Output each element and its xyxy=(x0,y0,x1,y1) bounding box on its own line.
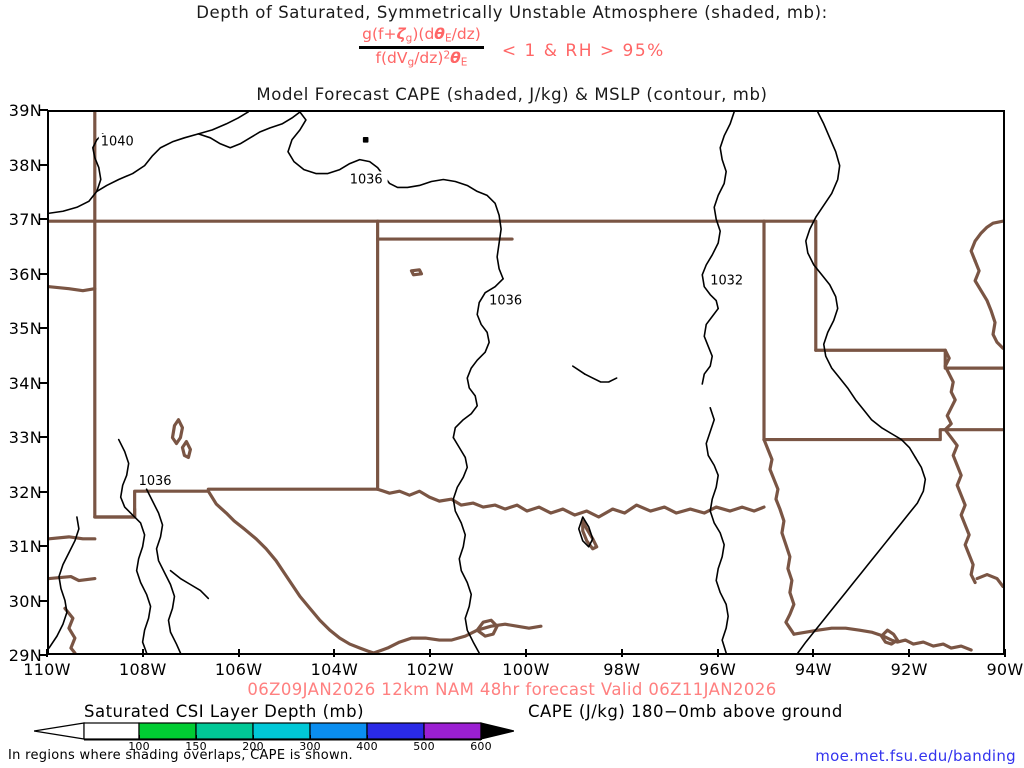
lon-tick-label: 94W xyxy=(794,660,832,679)
lat-tick-label: 31N xyxy=(8,537,42,556)
lon-tick-mark xyxy=(333,649,336,657)
lat-tick-label: 38N xyxy=(8,155,42,175)
lon-tick-mark xyxy=(812,649,815,657)
colorbar-svg xyxy=(34,722,514,741)
page-subtitle: Model Forecast CAPE (shaded, J/kg) & MSL… xyxy=(256,85,768,104)
lat-tick-label: 32N xyxy=(8,482,42,502)
colorbar-tick-mark xyxy=(423,735,425,740)
color-scale-legend[interactable]: 100 150 200 300 400 500 600 xyxy=(34,721,514,755)
colorbar-tick-label: 400 xyxy=(356,740,378,753)
contour-label-1040: 1040 xyxy=(101,135,134,150)
lat-tick-label: 35N xyxy=(8,319,42,338)
title-block: Depth of Saturated, Symmetrically Unstab… xyxy=(0,0,1024,108)
colorbar-bins xyxy=(83,722,482,740)
contour-labels: 1040 1036 1036 1036 1032 xyxy=(98,133,749,489)
legend-csi-title: Saturated CSI Layer Depth (mb) xyxy=(84,702,365,721)
page-title: Depth of Saturated, Symmetrically Unstab… xyxy=(196,3,828,22)
lon-tick-label: 104W xyxy=(310,660,359,679)
lon-tick-mark xyxy=(620,649,623,657)
lon-tick-label: 102W xyxy=(406,660,454,679)
lat-tick-label: 36N xyxy=(8,264,42,284)
colorbar-overflow-arrow xyxy=(480,722,514,740)
lon-tick-label: 106W xyxy=(214,660,263,679)
lon-tick-label: 96W xyxy=(699,660,737,679)
lat-tick-label: 33N xyxy=(8,428,42,447)
overlap-note: In regions where shading overlaps, CAPE … xyxy=(8,748,353,763)
contour-label-1036-b: 1036 xyxy=(489,294,522,309)
colorbar-tick-mark xyxy=(480,735,482,740)
contour-label-1032: 1032 xyxy=(710,274,743,289)
contour-label-1036-c: 1036 xyxy=(139,474,172,489)
lon-tick-mark xyxy=(46,649,48,657)
colorbar-tick-label: 500 xyxy=(413,740,435,753)
lat-tick-label: 37N xyxy=(8,210,42,229)
formula-block: g(f+ζg)(dθE/dz) f(dVg/dz)2θE < 1 & RH > … xyxy=(0,26,1024,68)
lon-tick-mark xyxy=(525,649,527,657)
formula-denominator: f(dVg/dz)2θE xyxy=(375,48,468,69)
lon-tick-mark xyxy=(716,649,719,657)
lon-tick-label: 98W xyxy=(603,660,641,679)
legend-cape-title: CAPE (J/kg) 180−0mb above ground xyxy=(528,702,843,721)
colorbar-tick-label: 100 xyxy=(128,740,150,753)
colorbar-tick-label: 300 xyxy=(299,740,321,753)
lat-tick-label: 30N xyxy=(8,591,42,611)
colorbar-tick-mark xyxy=(252,735,254,740)
lon-tick-mark xyxy=(141,649,144,657)
lat-tick-label: 34N xyxy=(8,373,42,393)
contour-label-1036-a: 1036 xyxy=(350,172,383,187)
legend-titles: Saturated CSI Layer Depth (mb) CAPE (J/k… xyxy=(0,702,1024,722)
colorbar-tick-mark xyxy=(366,735,368,740)
formula-condition: < 1 & RH > 95% xyxy=(501,41,665,62)
formula-fraction: g(f+ζg)(dθE/dz) f(dVg/dz)2θE xyxy=(359,26,484,68)
site-url-link[interactable]: moe.met.fsu.edu/banding xyxy=(815,747,1016,765)
map-canvas: 1040 1036 1036 1036 1032 xyxy=(49,112,1003,653)
lon-tick-label: 100W xyxy=(502,660,550,679)
lon-tick-label: 90W xyxy=(986,660,1024,679)
lon-tick-mark xyxy=(1004,649,1006,657)
forecast-validity-text: 06Z09JAN2026 12km NAM 48hr forecast Vali… xyxy=(247,680,777,699)
lon-tick-label: 92W xyxy=(890,660,928,679)
formula-divider xyxy=(359,45,484,49)
lon-tick-mark xyxy=(908,649,911,657)
lon-tick-mark xyxy=(429,649,432,657)
lon-tick-mark xyxy=(237,649,240,657)
colorbar-tick-mark xyxy=(138,735,140,740)
colorbar-underflow-arrow xyxy=(34,722,85,740)
colorbar-tick-label: 150 xyxy=(185,740,207,753)
lon-tick-label: 108W xyxy=(119,660,167,679)
forecast-map[interactable]: 1040 1036 1036 1036 1032 xyxy=(47,110,1005,655)
formula-numerator: g(f+ζg)(dθE/dz) xyxy=(362,25,481,45)
colorbar-tick-mark xyxy=(195,735,197,740)
colorbar-tick-label: 200 xyxy=(242,740,264,753)
lon-tick-label: 110W xyxy=(23,660,71,679)
longitude-axis: 110W 108W 106W 104W 102W 100W 98W 96W 94W 92W 90W xyxy=(0,649,1024,679)
colorbar-tick-label: 600 xyxy=(470,740,492,753)
state-borders xyxy=(49,112,1003,653)
colorbar-tick-mark xyxy=(309,735,311,740)
mslp-contours xyxy=(49,112,927,653)
